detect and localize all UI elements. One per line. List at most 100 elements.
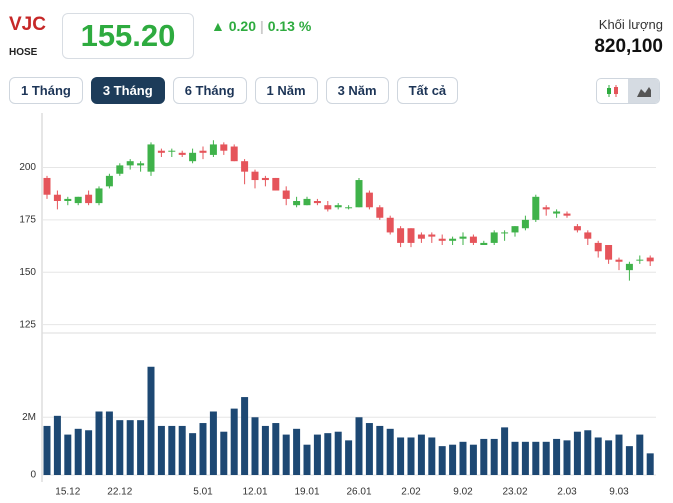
x-tick-label: 22.12: [107, 487, 132, 498]
x-tick-label: 23.02: [502, 487, 527, 498]
volume-bar: [365, 423, 373, 475]
candle-icon[interactable]: [597, 79, 628, 103]
x-tick-label: 2.03: [557, 487, 577, 498]
candle-body: [490, 232, 498, 243]
candle-body: [261, 177, 269, 181]
volume-bar: [95, 411, 103, 475]
candle-body: [449, 238, 457, 241]
change-box: ▲ 0.20 | 0.13 %: [211, 18, 312, 34]
volume-bar: [324, 433, 332, 475]
candle-body: [137, 163, 145, 166]
volume-bar: [386, 428, 394, 475]
volume-bar: [85, 430, 93, 475]
change: 0.20: [228, 18, 256, 34]
candle-body: [105, 175, 113, 187]
volume-bar: [345, 440, 353, 475]
candle-body: [334, 205, 342, 208]
candle-body: [282, 190, 290, 199]
volume-bar: [199, 423, 207, 475]
candle-body: [189, 152, 197, 162]
volume-bar: [126, 420, 134, 475]
candle-body: [428, 234, 436, 237]
candle-body: [386, 217, 394, 233]
volume-bar: [303, 444, 311, 475]
range-button[interactable]: 3 Năm: [325, 77, 389, 104]
volume-bar: [469, 444, 477, 475]
range-button[interactable]: 3 Tháng: [90, 77, 165, 104]
candle-body: [251, 171, 259, 181]
y-tick-label: 2M: [22, 412, 36, 423]
volume-bar: [459, 441, 467, 475]
range-button[interactable]: 1 Năm: [254, 77, 318, 104]
volume-bar: [397, 437, 405, 475]
volume-label: Khối lượng: [598, 17, 663, 32]
ticker: VJC: [9, 14, 46, 35]
volume-bar: [220, 431, 228, 475]
range-buttons: 1 Tháng 3 Tháng 6 Tháng 1 Năm 3 Năm Tất cả: [9, 77, 459, 104]
volume-bar: [532, 441, 540, 475]
candle-body: [584, 232, 592, 239]
candle-body: [157, 150, 165, 153]
volume-bar: [501, 427, 509, 475]
candle-body: [241, 161, 249, 172]
volume-bar: [43, 425, 51, 475]
x-tick-label: 26.01: [346, 487, 371, 498]
volume-bar: [636, 434, 644, 475]
volume-bar: [625, 446, 633, 475]
volume-bar: [646, 453, 654, 475]
volume-bar: [313, 434, 321, 475]
candle-body: [438, 238, 446, 241]
candle-body: [43, 177, 51, 195]
candle-body: [220, 144, 228, 151]
candle-body: [511, 226, 519, 233]
candle-body: [199, 150, 207, 153]
volume-bar: [241, 397, 249, 475]
x-tick-label: 2.02: [401, 487, 421, 498]
candle-body: [365, 192, 373, 208]
range-button[interactable]: Tất cả: [396, 77, 459, 104]
volume-bar: [376, 425, 384, 475]
candle-body: [85, 194, 93, 204]
volume-bar: [137, 420, 145, 475]
candle-body: [532, 196, 540, 220]
chart-type-toggle[interactable]: [596, 78, 660, 104]
volume-bar: [553, 438, 561, 475]
candle-body: [376, 207, 384, 218]
candle-body: [95, 188, 103, 204]
y-tick-label: 175: [19, 214, 36, 225]
candle-body: [459, 236, 467, 239]
y-tick-label: 0: [30, 470, 36, 481]
candle-body: [303, 198, 311, 206]
candle-body: [605, 245, 613, 260]
range-button[interactable]: 6 Tháng: [172, 77, 247, 104]
candle-body: [542, 207, 550, 210]
x-tick-label: 19.01: [294, 487, 319, 498]
x-tick-label: 15.12: [55, 487, 80, 498]
volume-bar: [64, 434, 72, 475]
candle-body: [501, 232, 509, 234]
volume-bar: [293, 428, 301, 475]
candle-body: [553, 211, 561, 214]
candle-body: [313, 201, 321, 204]
volume-bar: [74, 428, 82, 475]
y-tick-label: 125: [19, 319, 36, 330]
volume-bar: [230, 408, 238, 475]
candle-body: [407, 228, 415, 243]
candle-body: [355, 180, 363, 208]
volume-bar: [407, 437, 415, 475]
candle-body: [417, 234, 425, 239]
candle-body: [74, 196, 82, 204]
candle-body: [480, 242, 488, 245]
candle-body: [397, 228, 405, 243]
area-icon[interactable]: [628, 79, 659, 103]
volume-bar: [480, 438, 488, 475]
range-button[interactable]: 1 Tháng: [9, 77, 83, 104]
volume-bar: [594, 437, 602, 475]
volume: 820,100: [594, 36, 663, 57]
y-tick-label: 200: [19, 162, 36, 173]
exchange: HOSE: [9, 47, 38, 58]
candle-body: [126, 161, 134, 166]
volume-bar: [334, 431, 342, 475]
candle-body: [521, 219, 529, 229]
